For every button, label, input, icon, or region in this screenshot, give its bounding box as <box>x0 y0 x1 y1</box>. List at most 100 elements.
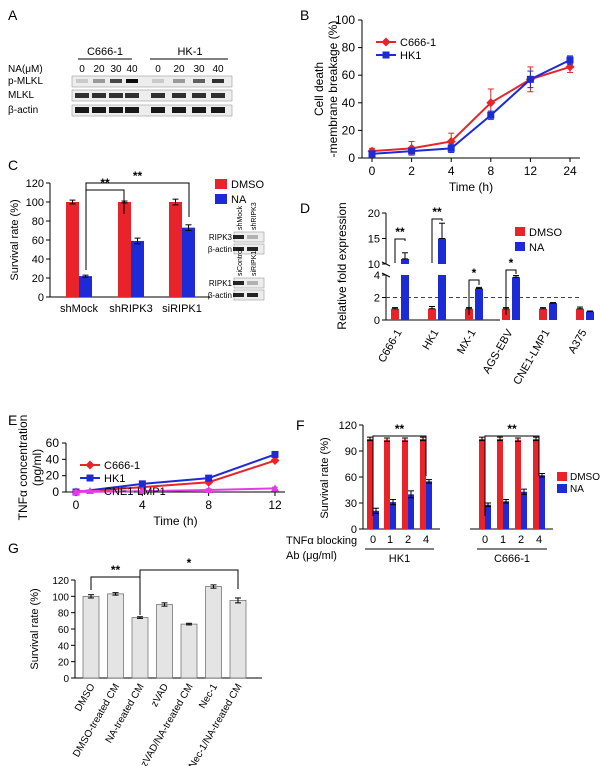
x-category-label: HK1 <box>421 328 442 353</box>
significance-bracket <box>468 279 480 315</box>
y-axis-title: Survival rate (%) <box>9 199 21 280</box>
x-tick-label: 0 <box>369 164 376 178</box>
data-point <box>487 111 495 119</box>
panel-letter-C: C <box>8 157 18 173</box>
y-tick-label: 20 <box>32 273 44 285</box>
bar <box>497 438 503 529</box>
x-tick-label: 2 <box>518 534 524 546</box>
bar <box>118 202 131 297</box>
y-tick-label: 90 <box>345 446 357 458</box>
y-tick-label: 60 <box>58 625 70 636</box>
data-point <box>138 480 146 488</box>
panel-letter-G: G <box>8 540 19 556</box>
inset-row-label: RIPK1 <box>209 279 233 288</box>
x-tick-label: 8 <box>487 164 494 178</box>
lane-conc: 0 <box>79 64 85 75</box>
y-tick-label: 60 <box>342 68 356 82</box>
band-actin <box>151 107 165 113</box>
band-mlkl <box>75 93 89 98</box>
x-category-label: shMock <box>60 303 98 315</box>
band-pmlkl <box>76 79 88 83</box>
inset-row-label: RIPK3 <box>209 233 233 242</box>
x-category-label: Nec-1 <box>197 682 220 711</box>
bar <box>586 311 594 320</box>
significance-bracket-label: * <box>509 256 514 270</box>
y-tick-label: 0 <box>348 151 355 165</box>
legend-marker <box>85 460 95 470</box>
y-tick-label: 60 <box>46 436 60 450</box>
x-tick-label: 8 <box>205 498 212 512</box>
data-point <box>271 484 279 492</box>
inset-lane-label: siControl <box>237 248 244 276</box>
inset-band <box>233 247 244 251</box>
bar <box>373 510 379 529</box>
band-actin <box>125 107 139 113</box>
x-tick-label: 4 <box>448 164 455 178</box>
legend-label: NA <box>529 242 545 254</box>
band-actin <box>92 107 106 113</box>
panel-c-blots: shMock shRIPK3 RIPK3 β-actin siControl siRIPK… <box>208 202 265 301</box>
bar <box>66 202 79 297</box>
legend-swatch <box>557 472 567 481</box>
bar <box>485 504 491 529</box>
blot-row-label: β-actin <box>8 105 38 116</box>
y-tick-label: 40 <box>46 452 60 466</box>
x-tick-label: 12 <box>524 164 538 178</box>
bar <box>229 600 247 679</box>
data-point <box>486 98 496 108</box>
band-mlkl <box>109 93 123 98</box>
y-tick-label: 100 <box>335 13 355 27</box>
y-tick-label: 40 <box>342 96 356 110</box>
series-line-0 <box>371 65 571 153</box>
x-category-label: siRIPK1 <box>162 303 202 315</box>
group-label: C666-1 <box>494 553 530 565</box>
band-pmlkl <box>93 79 105 83</box>
band-pmlkl <box>126 79 138 83</box>
y-tick-label: 0 <box>38 292 44 304</box>
panel-letter-E: E <box>8 412 17 428</box>
x-category-label: MX-1 <box>455 328 479 357</box>
bar <box>131 617 149 679</box>
legend-label: DMSO <box>529 227 562 239</box>
band-mlkl <box>211 93 225 98</box>
bar <box>391 308 399 320</box>
y-tick-label: 40 <box>58 641 70 652</box>
band-actin <box>109 107 123 113</box>
legend-marker <box>86 474 94 482</box>
y-tick-label: 100 <box>26 197 44 209</box>
inset-lane-label: shRIPK3 <box>251 202 258 230</box>
lane-conc: 20 <box>173 64 185 75</box>
significance-bracket-label: * <box>472 266 477 280</box>
y-tick-label: 15 <box>368 234 380 246</box>
significance-bracket <box>431 218 443 263</box>
bar <box>539 475 545 529</box>
lane-conc: 40 <box>126 64 138 75</box>
blot-strip <box>71 75 233 88</box>
x-category-label: zVAD/NA-treated CM <box>139 682 196 766</box>
bar <box>107 593 124 679</box>
chart-d: 0 2 410 15 20 Relative fold expression C666-1 H… <box>335 202 594 387</box>
y-tick-label: 120 <box>339 420 357 432</box>
significance-bracket <box>139 569 239 615</box>
y-tick-label: 120 <box>26 178 44 190</box>
x-axis-title: TNFα blocking <box>286 535 357 547</box>
x-tick-label: 2 <box>405 534 411 546</box>
band-pmlkl <box>110 79 122 83</box>
band-mlkl <box>125 93 139 98</box>
legend-label: DMSO <box>570 472 600 483</box>
significance-bracket <box>505 269 517 315</box>
bar <box>156 604 173 679</box>
bar <box>512 277 520 320</box>
bar <box>426 481 432 529</box>
band-pmlkl <box>152 79 164 83</box>
significance-bracket <box>372 435 427 516</box>
legend-label: HK1 <box>400 50 421 62</box>
inset-row-label: β-actin <box>208 291 232 300</box>
cell-line-label: C666-1 <box>87 46 123 58</box>
y-axis-title-1: -membrane breakage (%) <box>326 21 340 158</box>
legend-label: C666-1 <box>104 460 140 472</box>
x-axis-title: Time (h) <box>449 180 493 194</box>
y-tick-label: 120 <box>52 576 69 587</box>
y-axis-title: Survival rate (%) <box>319 437 331 518</box>
